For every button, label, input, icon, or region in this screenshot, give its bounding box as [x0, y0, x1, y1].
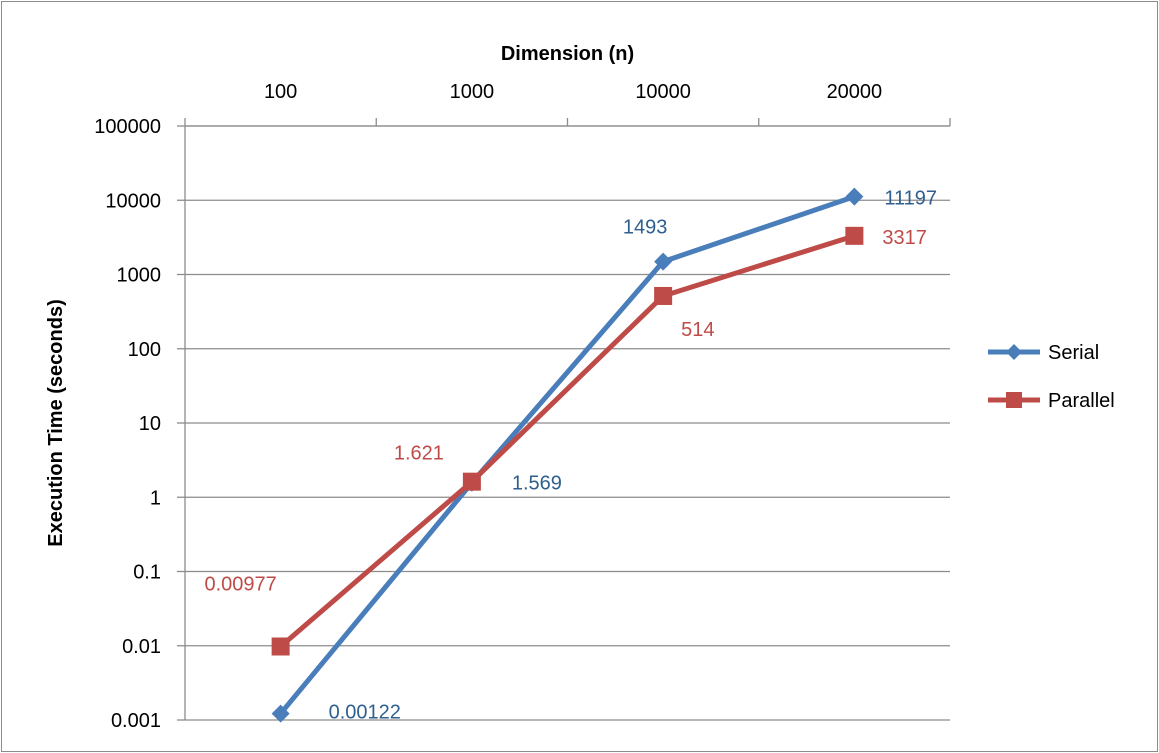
- tick-labels: 100000 10000 1000 100 10 1 0.1 0.01 0.001 100 1000…: [94, 81, 882, 732]
- series-line-parallel: [278, 233, 856, 649]
- x-tick-label: 1000: [450, 81, 495, 103]
- y-tick-label: 1: [150, 487, 161, 509]
- x-tick-label: 10000: [635, 81, 691, 103]
- data-label-serial: 11197: [884, 188, 937, 210]
- legend-marker-parallel: [1006, 392, 1022, 408]
- y-tick-label: 1000: [117, 265, 162, 287]
- series-layer: [271, 187, 864, 723]
- point-serial: [845, 187, 864, 206]
- point-parallel: [654, 286, 673, 305]
- data-labels: 0.00122 1.569 1493 11197 0.00977 1.621 514 3317: [204, 188, 937, 724]
- legend-marker-serial: [1006, 344, 1022, 360]
- data-label-serial: 0.00122: [329, 702, 401, 724]
- y-tick-label: 10: [139, 413, 161, 435]
- data-label-parallel: 3317: [882, 227, 927, 249]
- axes: [177, 118, 951, 721]
- y-axis-title: Execution Time (seconds): [45, 299, 67, 546]
- point-serial: [654, 252, 673, 271]
- point-parallel: [271, 637, 290, 656]
- legend-label-serial: Serial: [1048, 342, 1099, 364]
- y-tick-label: 0.1: [133, 562, 161, 584]
- data-label-parallel: 1.621: [394, 443, 444, 465]
- x-tick-label: 20000: [827, 81, 883, 103]
- y-tick-label: 0.001: [111, 710, 161, 732]
- x-axis-title: Dimension (n): [501, 43, 634, 65]
- series-line-serial: [278, 194, 856, 716]
- y-tick-label: 100000: [94, 116, 161, 138]
- point-serial: [271, 704, 290, 723]
- legend-label-parallel: Parallel: [1048, 390, 1115, 412]
- data-label-parallel: 514: [681, 319, 714, 341]
- y-tick-label: 0.01: [122, 636, 161, 658]
- data-label-parallel: 0.00977: [204, 574, 276, 596]
- point-parallel: [845, 226, 864, 245]
- data-label-serial: 1493: [623, 217, 668, 239]
- point-parallel: [462, 472, 481, 491]
- legend: Serial Parallel: [988, 342, 1115, 412]
- y-tick-label: 100: [128, 339, 161, 361]
- y-tick-label: 10000: [105, 190, 161, 212]
- x-tick-label: 100: [264, 81, 297, 103]
- data-label-serial: 1.569: [512, 473, 562, 495]
